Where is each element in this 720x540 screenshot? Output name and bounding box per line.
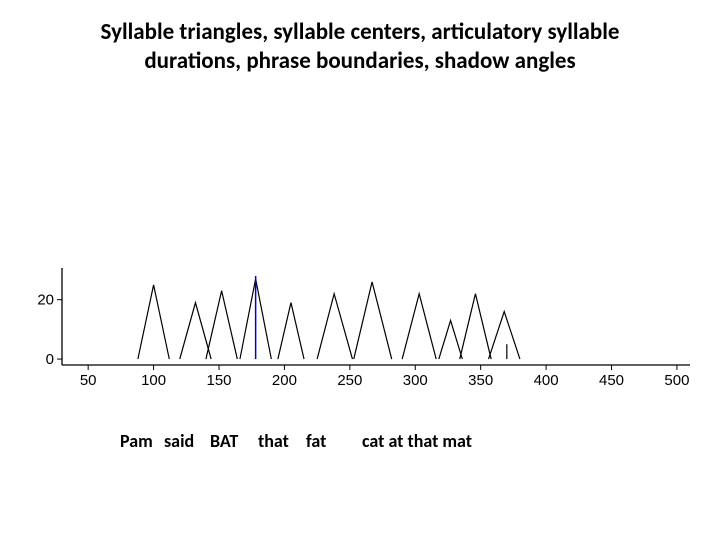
x-tick-label: 200 bbox=[272, 372, 297, 389]
x-tick-label: 250 bbox=[337, 372, 362, 389]
caption-word: cat at that mat bbox=[362, 430, 472, 452]
title-line-2: durations, phrase boundaries, shadow ang… bbox=[24, 47, 696, 76]
y-tick-label: 20 bbox=[37, 292, 54, 309]
x-tick-label: 450 bbox=[599, 372, 624, 389]
x-tick-label: 150 bbox=[206, 372, 231, 389]
x-tick-label: 100 bbox=[141, 372, 166, 389]
x-tick-label: 350 bbox=[468, 372, 493, 389]
caption-word: said bbox=[164, 430, 194, 452]
caption-word: Pam bbox=[120, 430, 153, 452]
x-tick-label: 500 bbox=[664, 372, 689, 389]
caption-word: that bbox=[258, 430, 289, 452]
syllable-chart: 50 100 150 200 250 300 350 400 450 500 0 20 bbox=[20, 265, 700, 400]
title-line-1: Syllable triangles, syllable centers, ar… bbox=[24, 18, 696, 47]
x-tick-label: 50 bbox=[80, 372, 97, 389]
x-tick-label: 300 bbox=[403, 372, 428, 389]
chart-svg: 50 100 150 200 250 300 350 400 450 500 0 20 bbox=[20, 265, 700, 400]
x-tick-label: 400 bbox=[534, 372, 559, 389]
caption-word: BAT bbox=[210, 430, 238, 452]
y-tick-label: 0 bbox=[46, 351, 54, 368]
chart-title: Syllable triangles, syllable centers, ar… bbox=[0, 18, 720, 76]
caption-word: fat bbox=[306, 430, 326, 452]
